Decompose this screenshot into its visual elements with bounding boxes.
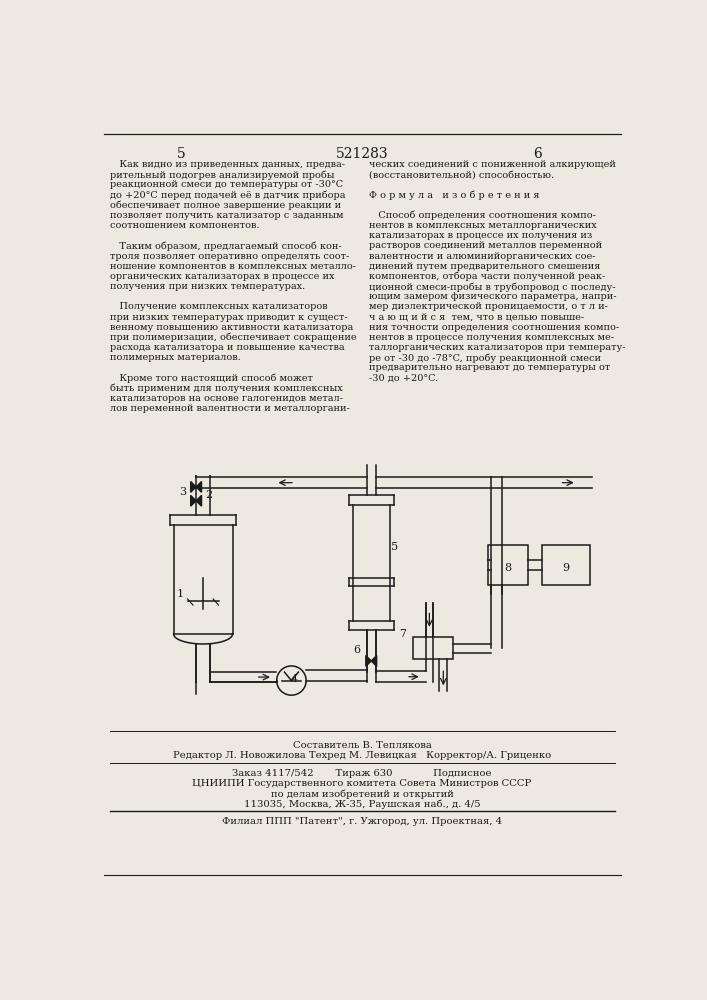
Text: Способ определения соотношения компо-: Способ определения соотношения компо-: [369, 211, 596, 220]
Text: Филиал ППП "Патент", г. Ужгород, ул. Проектная, 4: Филиал ППП "Патент", г. Ужгород, ул. Про…: [222, 817, 502, 826]
Text: ре от -30 до -78°C, пробу реакционной смеси: ре от -30 до -78°C, пробу реакционной см…: [369, 353, 601, 363]
Text: обеспечивает полное завершение реакции и: обеспечивает полное завершение реакции и: [110, 201, 341, 210]
Text: рительный подогрев анализируемой пробы: рительный подогрев анализируемой пробы: [110, 170, 334, 180]
Text: 8: 8: [504, 563, 511, 573]
Text: органических катализаторах в процессе их: органических катализаторах в процессе их: [110, 272, 334, 281]
Polygon shape: [366, 656, 371, 666]
Text: 9: 9: [562, 563, 569, 573]
Text: лов переменной валентности и металлоргани-: лов переменной валентности и металлорган…: [110, 404, 350, 413]
Text: 6: 6: [354, 645, 361, 655]
Text: таллорганических катализаторов при температу-: таллорганических катализаторов при темпе…: [369, 343, 626, 352]
Bar: [413, 637, 453, 659]
Text: Получение комплексных катализаторов: Получение комплексных катализаторов: [110, 302, 328, 311]
Text: позволяет получить катализатор с заданным: позволяет получить катализатор с заданны…: [110, 211, 344, 220]
Text: (восстановительной) способностью.: (восстановительной) способностью.: [369, 170, 554, 179]
Text: катализаторах в процессе их получения из: катализаторах в процессе их получения из: [369, 231, 592, 240]
Text: валентности и алюминийорганических сое-: валентности и алюминийорганических сое-: [369, 252, 595, 261]
Text: получения при низких температурах.: получения при низких температурах.: [110, 282, 305, 291]
Text: 113035, Москва, Ж-35, Раушская наб., д. 4/5: 113035, Москва, Ж-35, Раушская наб., д. …: [244, 799, 480, 809]
Text: ющим замером физического параметра, напри-: ющим замером физического параметра, напр…: [369, 292, 617, 301]
Text: Редактор Л. Новожилова Техред М. Левицкая   Корректор/А. Гриценко: Редактор Л. Новожилова Техред М. Левицка…: [173, 751, 551, 760]
Polygon shape: [371, 656, 377, 666]
Text: 7: 7: [399, 629, 406, 639]
Text: компонентов, отбора части полученной реак-: компонентов, отбора части полученной реа…: [369, 272, 605, 281]
Text: реакционной смеси до температуры от -30°C: реакционной смеси до температуры от -30°…: [110, 180, 343, 189]
Text: динений путем предварительного смешения: динений путем предварительного смешения: [369, 262, 600, 271]
Text: 1: 1: [176, 589, 183, 599]
Polygon shape: [191, 495, 196, 506]
Text: при полимеризации, обеспечивает сокращение: при полимеризации, обеспечивает сокращен…: [110, 333, 357, 342]
Text: -30 до +20°C.: -30 до +20°C.: [369, 373, 438, 382]
Text: ч а ю щ и й с я  тем, что в целью повыше-: ч а ю щ и й с я тем, что в целью повыше-: [369, 312, 584, 322]
Text: ЦНИИПИ Государственного комитета Совета Министров СССР: ЦНИИПИ Государственного комитета Совета …: [192, 779, 532, 788]
Text: ционной смеси-пробы в трубопровод с последу-: ционной смеси-пробы в трубопровод с посл…: [369, 282, 615, 292]
Text: Таким образом, предлагаемый способ кон-: Таким образом, предлагаемый способ кон-: [110, 241, 341, 251]
Text: по делам изобретений и открытий: по делам изобретений и открытий: [271, 789, 453, 799]
Text: Ф о р м у л а   и з о б р е т е н и я: Ф о р м у л а и з о б р е т е н и я: [369, 191, 539, 200]
Text: расхода катализатора и повышение качества: расхода катализатора и повышение качеств…: [110, 343, 345, 352]
Bar: [488, 545, 528, 585]
Text: 6: 6: [534, 147, 542, 161]
Text: полимерных материалов.: полимерных материалов.: [110, 353, 241, 362]
Text: мер диэлектрической проницаемости, о т л и-: мер диэлектрической проницаемости, о т л…: [369, 302, 608, 311]
Text: катализаторов на основе галогенидов метал-: катализаторов на основе галогенидов мета…: [110, 394, 343, 403]
Text: 3: 3: [179, 487, 186, 497]
Text: нентов в процессе получения комплексных ме-: нентов в процессе получения комплексных …: [369, 333, 614, 342]
Text: троля позволяет оперативно определять соот-: троля позволяет оперативно определять со…: [110, 252, 349, 261]
Text: 5: 5: [177, 147, 186, 161]
Text: при низких температурах приводит к сущест-: при низких температурах приводит к сущес…: [110, 312, 348, 322]
Text: быть применим для получения комплексных: быть применим для получения комплексных: [110, 384, 343, 393]
Text: растворов соединений металлов переменной: растворов соединений металлов переменной: [369, 241, 602, 250]
Polygon shape: [191, 482, 196, 492]
Text: 5: 5: [391, 542, 398, 552]
Polygon shape: [196, 482, 201, 492]
Bar: [542, 545, 590, 585]
Text: 2: 2: [206, 490, 213, 500]
Text: до +20°C перед подачей её в датчик прибора: до +20°C перед подачей её в датчик прибо…: [110, 191, 346, 200]
Text: ния точности определения соотношения компо-: ния точности определения соотношения ком…: [369, 323, 619, 332]
Text: венному повышению активности катализатора: венному повышению активности катализатор…: [110, 323, 354, 332]
Text: Кроме того настоящий способ может: Кроме того настоящий способ может: [110, 373, 313, 383]
Text: ческих соединений с пониженной алкирующей: ческих соединений с пониженной алкирующе…: [369, 160, 616, 169]
Text: 521283: 521283: [336, 147, 388, 161]
Text: Составитель В. Теплякова: Составитель В. Теплякова: [293, 741, 431, 750]
Text: нентов в комплексных металлорганических: нентов в комплексных металлорганических: [369, 221, 597, 230]
Text: ношение компонентов в комплексных металло-: ношение компонентов в комплексных металл…: [110, 262, 356, 271]
Text: 4: 4: [291, 674, 298, 684]
Text: соотношением компонентов.: соотношением компонентов.: [110, 221, 259, 230]
Polygon shape: [196, 495, 201, 506]
Text: предварительно нагревают до температуры от: предварительно нагревают до температуры …: [369, 363, 610, 372]
Text: Заказ 4117/542       Тираж 630             Подписное: Заказ 4117/542 Тираж 630 Подписное: [232, 769, 491, 778]
Text: Как видно из приведенных данных, предва-: Как видно из приведенных данных, предва-: [110, 160, 345, 169]
